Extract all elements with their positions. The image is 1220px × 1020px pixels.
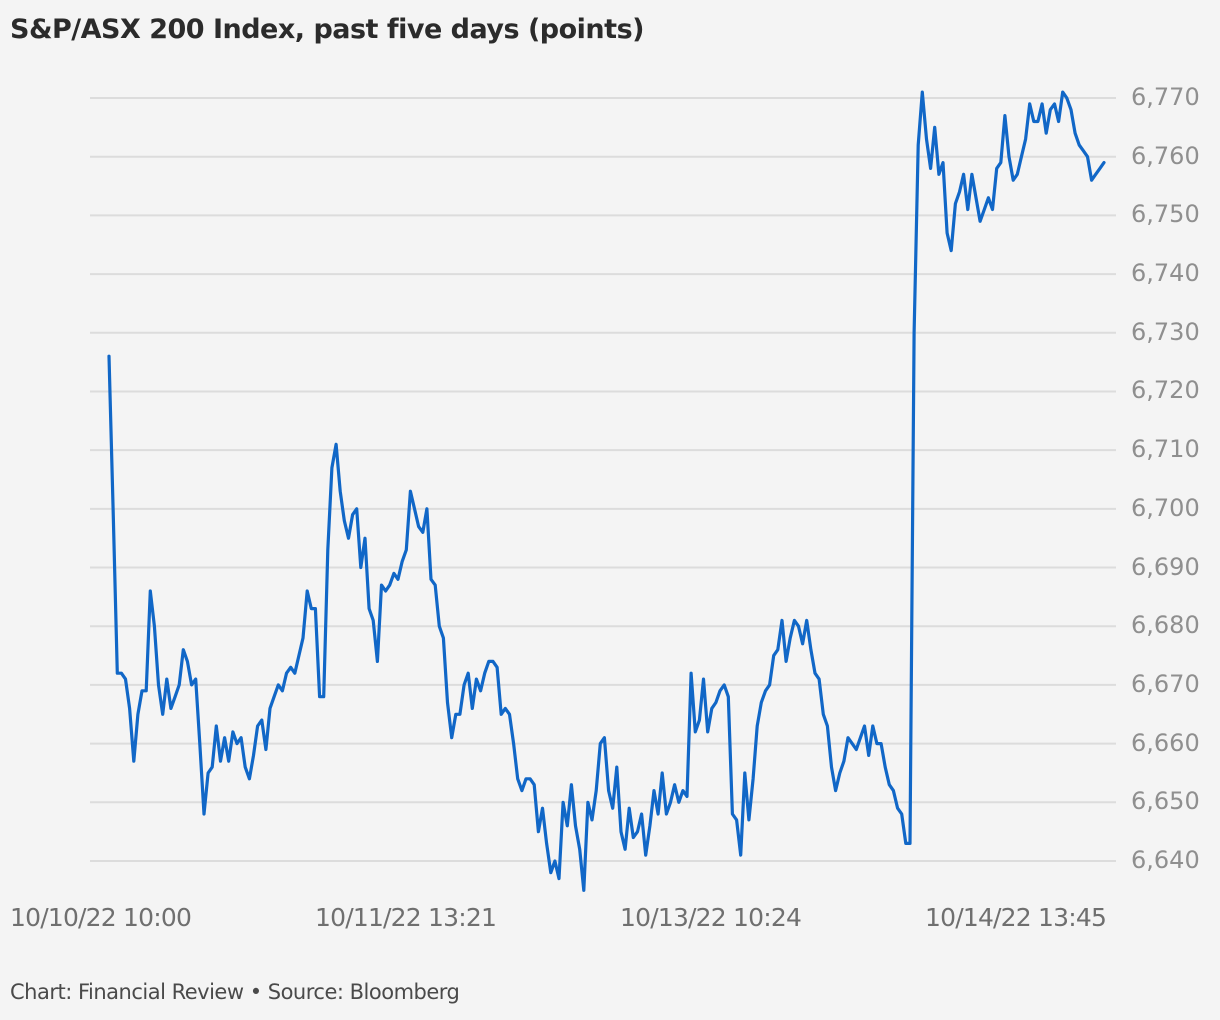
y-tick-label: 6,710 [1131, 435, 1200, 464]
chart-source: Chart: Financial Review • Source: Bloomb… [10, 980, 460, 1004]
y-tick-label: 6,740 [1131, 259, 1200, 288]
x-tick-label: 10/10/22 10:00 [10, 903, 192, 932]
index-line [107, 90, 1106, 892]
gridlines [90, 97, 1116, 862]
y-tick-label: 6,770 [1131, 83, 1200, 111]
y-tick-label: 6,700 [1131, 493, 1200, 522]
chart-title: S&P/ASX 200 Index, past five days (point… [10, 14, 644, 45]
y-tick-label: 6,720 [1131, 376, 1200, 405]
y-tick-label: 6,660 [1131, 728, 1200, 757]
y-tick-label: 6,690 [1131, 552, 1200, 581]
x-tick-label: 10/13/22 10:24 [620, 903, 802, 932]
y-tick-label: 6,640 [1131, 846, 1200, 874]
y-tick-label: 6,750 [1131, 200, 1200, 229]
y-tick-label: 6,670 [1131, 669, 1200, 698]
y-tick-label: 6,730 [1131, 317, 1200, 346]
x-tick-label: 10/14/22 13:45 [925, 903, 1107, 932]
y-tick-label: 6,680 [1131, 611, 1200, 640]
x-tick-label: 10/11/22 13:21 [315, 903, 497, 932]
y-tick-label: 6,650 [1131, 787, 1200, 816]
y-tick-label: 6,760 [1131, 141, 1200, 170]
